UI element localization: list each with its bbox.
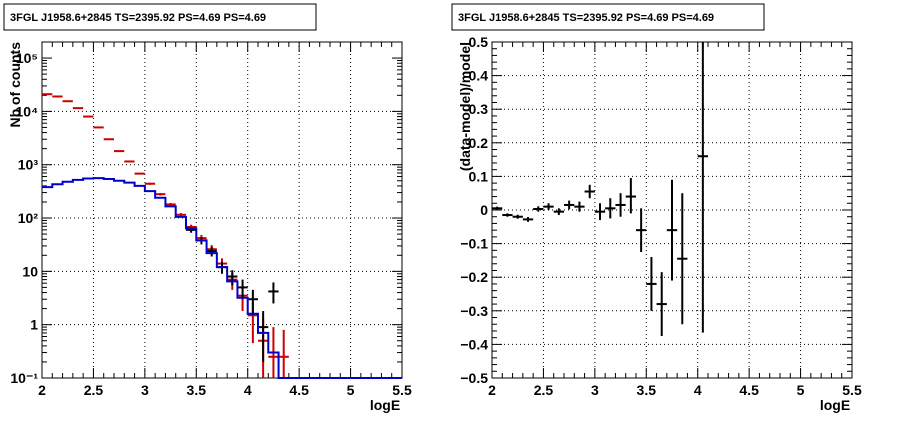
- data-point: [543, 203, 554, 210]
- x-tick-label: 5.5: [842, 382, 862, 398]
- data-point: [247, 289, 258, 316]
- data-point: [625, 178, 636, 214]
- data-point: [155, 192, 166, 196]
- y-axis-label: (data-model)/model: [457, 42, 473, 171]
- data-point: [258, 311, 269, 362]
- data-point: [522, 217, 534, 222]
- data-point: [574, 201, 585, 212]
- title-box: [451, 3, 765, 31]
- series-1: [492, 42, 708, 336]
- x-tick-label: 5.5: [392, 382, 412, 398]
- data-point: [677, 193, 688, 325]
- data-point: [605, 198, 616, 219]
- x-tick-label: 3: [141, 382, 149, 398]
- series-2: [186, 227, 279, 362]
- data-point: [615, 193, 626, 217]
- y-tick-label: 10: [22, 263, 38, 279]
- x-tick-label: 4: [694, 382, 702, 398]
- chart-panel-2: 3FGL J1958.6+2845 TS=2395.92 PS=4.69 PS=…: [451, 3, 862, 413]
- data-point: [656, 272, 667, 336]
- data-point: [52, 95, 63, 98]
- y-tick-label: 0.2: [469, 135, 489, 151]
- plot-frame: [41, 41, 403, 379]
- x-tick-label: 5: [347, 382, 355, 398]
- data-point: [268, 282, 279, 304]
- data-point: [72, 107, 84, 110]
- model-step-line: [42, 177, 402, 379]
- x-tick-label: 3: [591, 382, 599, 398]
- data-point: [492, 206, 503, 210]
- data-point: [636, 208, 647, 252]
- data-point: [278, 329, 289, 378]
- series-1: [42, 93, 289, 378]
- data-point: [93, 126, 104, 129]
- y-tick-label: 10⁻¹: [10, 370, 38, 386]
- y-tick-label: −0.4: [460, 336, 488, 352]
- x-tick-label: 3.5: [637, 382, 657, 398]
- data-point: [103, 138, 114, 141]
- y-tick-label: 0.4: [469, 68, 489, 84]
- y-tick-label: 10²: [18, 210, 39, 226]
- y-tick-label: 0: [480, 202, 488, 218]
- x-tick-label: 4.5: [289, 382, 309, 398]
- data-point: [697, 42, 708, 333]
- y-tick-label: 1: [30, 317, 38, 333]
- data-point: [237, 279, 248, 300]
- series-3: [42, 177, 402, 379]
- x-tick-label: 4.5: [739, 382, 759, 398]
- title-box: [3, 3, 317, 31]
- data-point: [227, 270, 238, 286]
- x-tick-label: 3.5: [187, 382, 207, 398]
- data-point: [502, 213, 513, 217]
- chart-title: 3FGL J1958.6+2845 TS=2395.92 PS=4.69 PS=…: [10, 12, 266, 24]
- x-tick-label: 2.5: [534, 382, 554, 398]
- data-point: [553, 208, 564, 216]
- data-point: [42, 93, 53, 96]
- data-point: [62, 100, 73, 103]
- data-point: [134, 172, 145, 175]
- x-tick-label: 5: [797, 382, 805, 398]
- data-point: [666, 179, 678, 281]
- y-tick-label: −0.3: [460, 303, 488, 319]
- y-tick-label: 10³: [18, 157, 39, 173]
- y-tick-label: 0.3: [469, 101, 489, 117]
- y-tick-label: 0.5: [469, 34, 489, 50]
- data-point: [512, 214, 523, 219]
- chart-title: 3FGL J1958.6+2845 TS=2395.92 PS=4.69 PS=…: [458, 12, 714, 24]
- data-point: [646, 257, 657, 311]
- chart-panel-1: 3FGL J1958.6+2845 TS=2395.92 PS=4.69 PS=…: [3, 3, 412, 413]
- data-point: [144, 182, 156, 185]
- y-tick-label: 10⁴: [16, 103, 39, 119]
- data-point: [564, 200, 575, 210]
- y-axis-label: Nb of counts: [7, 42, 23, 128]
- x-tick-label: 4: [244, 382, 252, 398]
- y-tick-label: −0.5: [460, 370, 488, 386]
- data-point: [206, 246, 217, 257]
- y-tick-label: −0.1: [460, 236, 488, 252]
- data-point: [83, 115, 94, 118]
- x-tick-label: 2.5: [84, 382, 104, 398]
- x-axis-label: logE: [370, 397, 400, 413]
- y-tick-label: 10⁵: [16, 50, 38, 66]
- data-point: [114, 150, 125, 153]
- y-tick-label: −0.2: [460, 269, 488, 285]
- y-tick-label: 0.1: [469, 168, 489, 184]
- data-point: [124, 160, 135, 163]
- x-axis-label: logE: [820, 397, 850, 413]
- data-point: [533, 206, 544, 212]
- data-point: [584, 184, 595, 199]
- x-tick-label: 2: [488, 382, 496, 398]
- x-tick-label: 2: [38, 382, 46, 398]
- data-point: [594, 203, 606, 221]
